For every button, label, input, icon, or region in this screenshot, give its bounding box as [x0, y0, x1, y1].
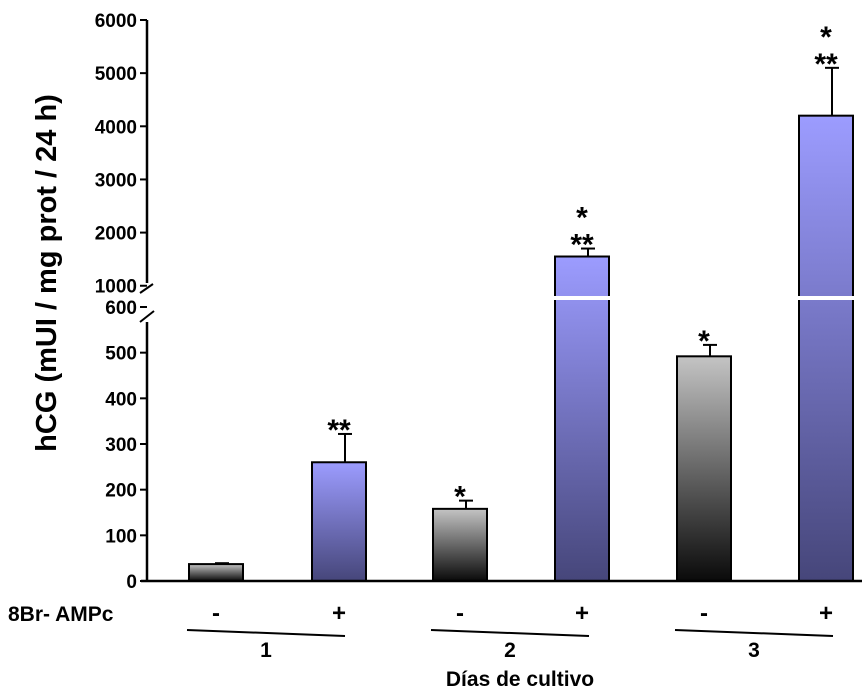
y-tick-label: 600	[105, 298, 137, 319]
y-tick-label: 5000	[95, 64, 137, 85]
significance-annotation: *	[454, 481, 466, 514]
significance-annotation: **	[570, 229, 594, 262]
x-tick-label: 1	[260, 639, 272, 662]
bar	[676, 355, 732, 582]
axis-break-mark	[139, 310, 155, 323]
significance-annotation: **	[814, 48, 838, 81]
bar	[798, 114, 854, 583]
group-bracket-line	[186, 629, 346, 637]
treatment-sign: -	[700, 600, 708, 627]
y-axis-label: hCG (mUI / mg prot / 24 h)	[31, 94, 63, 452]
significance-annotation: *	[698, 325, 710, 358]
treatment-sign: -	[212, 600, 220, 627]
y-tick-label: 500	[105, 344, 137, 365]
group-bracket-line	[674, 629, 834, 637]
treatment-sign: +	[819, 600, 833, 627]
x-tick-label: 3	[748, 639, 760, 662]
x-tick-label: 2	[504, 639, 516, 662]
treatment-sign: +	[332, 600, 346, 627]
y-tick-label: 4000	[95, 117, 137, 138]
y-tick-label: 2000	[95, 224, 137, 245]
y-tick-label: 100	[105, 526, 137, 547]
bars-layer: **********	[188, 21, 856, 583]
axis-break-mark	[139, 283, 154, 294]
group-bracket-line	[430, 629, 590, 637]
y-tick-label: 3000	[95, 170, 137, 191]
treatment-sign: +	[575, 600, 589, 627]
significance-annotation: *	[576, 202, 588, 235]
bar	[311, 461, 367, 582]
y-tick-label: 0	[126, 572, 137, 593]
y-tick-label: 200	[105, 481, 137, 502]
x-categories: - +1 - +2 - +3	[186, 600, 834, 662]
treatment-label: 8Br- AMPc	[8, 603, 114, 626]
x-axis-label: Días de cultivo	[446, 668, 594, 691]
y-tick-label: 400	[105, 389, 137, 410]
bar	[188, 563, 244, 582]
y-tick-label: 300	[105, 435, 137, 456]
bar	[432, 507, 488, 583]
significance-annotation: **	[327, 414, 351, 447]
significance-annotation: *	[820, 21, 832, 54]
y-tick-label: 6000	[95, 11, 137, 32]
bar	[554, 255, 610, 582]
treatment-sign: -	[456, 600, 464, 627]
y-tick-label: 1000	[95, 277, 137, 298]
